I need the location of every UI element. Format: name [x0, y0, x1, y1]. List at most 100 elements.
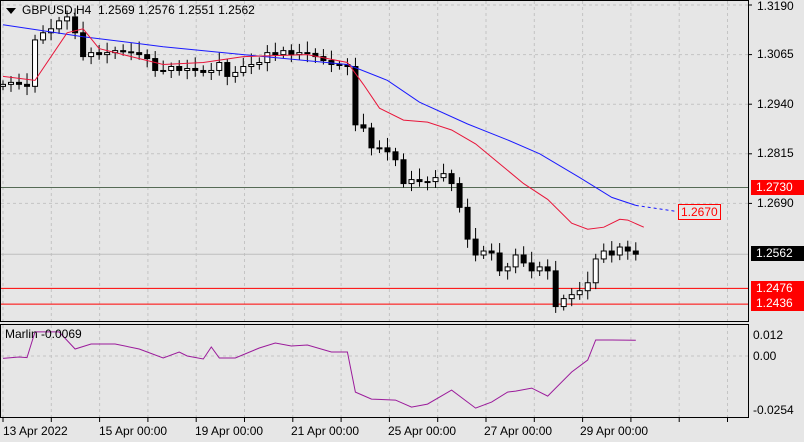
bull-candle: [216, 62, 223, 71]
bull-candle: [584, 282, 591, 292]
bull-candle: [336, 64, 343, 67]
bear-candle: [632, 250, 639, 255]
bull-candle: [576, 290, 583, 296]
symbol-label: GBPUSD,H4: [22, 3, 92, 17]
bear-candle: [224, 62, 231, 77]
bear-candle: [608, 250, 615, 256]
bear-candle: [272, 52, 279, 56]
bear-candle: [352, 66, 359, 126]
bull-candle: [184, 67, 191, 71]
bear-candle: [192, 67, 199, 71]
bull-candle: [424, 181, 431, 184]
dropdown-triangle-icon[interactable]: [6, 7, 16, 14]
bear-candle: [24, 83, 31, 87]
bull-candle: [8, 81, 15, 85]
bear-candle: [368, 127, 375, 149]
bull-candle: [280, 50, 287, 56]
indicator-pane-frame: [0, 324, 749, 418]
price-tick: 1.3065: [757, 47, 794, 61]
bear-candle: [96, 52, 103, 56]
bull-candle: [48, 28, 55, 34]
bull-candle: [40, 32, 47, 41]
time-tick: 15 Apr 00:00: [99, 424, 168, 438]
bear-candle: [392, 151, 399, 161]
bull-candle: [568, 294, 575, 300]
bull-candle: [56, 20, 63, 30]
support2-price-label: 1.2436: [751, 296, 804, 311]
price-tick: 1.2690: [757, 196, 794, 210]
bull-candle: [104, 52, 111, 56]
time-tick: 21 Apr 00:00: [291, 424, 360, 438]
time-tick: 29 Apr 00:00: [580, 424, 649, 438]
bull-candle: [512, 254, 519, 268]
bull-candle: [504, 266, 511, 272]
bear-candle: [488, 250, 495, 254]
indicator-tick: 0.00: [753, 349, 777, 363]
bull-candle: [160, 69, 167, 72]
bear-candle: [496, 252, 503, 272]
bear-candle: [144, 54, 151, 60]
bear-candle: [288, 50, 295, 56]
bear-candle: [176, 66, 183, 71]
bull-candle: [88, 52, 95, 58]
bull-candle: [248, 64, 255, 68]
bear-candle: [400, 159, 407, 185]
bear-candle: [384, 147, 391, 153]
bull-candle: [560, 298, 567, 308]
bear-candle: [472, 238, 479, 256]
bull-candle: [232, 71, 239, 77]
bear-candle: [120, 50, 127, 53]
indicator-tick: -0.0254: [753, 403, 794, 417]
indicator-tick: 0.012: [753, 328, 784, 342]
bear-candle: [16, 81, 23, 85]
bull-candle: [616, 246, 623, 256]
ma-target-label: 1.2670: [678, 204, 721, 220]
bull-candle: [0, 83, 6, 87]
bull-candle: [432, 177, 439, 183]
bear-candle: [456, 183, 463, 208]
main-pane-frame: [0, 0, 749, 322]
time-tick: 19 Apr 00:00: [195, 424, 264, 438]
bull-candle: [440, 173, 447, 179]
bear-candle: [528, 262, 535, 272]
bear-candle: [552, 270, 559, 308]
indicator-label: Marlin -0.0069: [5, 327, 82, 341]
support1-price-label: 1.2476: [751, 281, 804, 296]
bull-candle: [536, 266, 543, 272]
slow-ma-projection-line: [635, 204, 676, 212]
time-tick: 25 Apr 00:00: [388, 424, 457, 438]
bear-candle: [136, 52, 143, 56]
bear-candle: [80, 32, 87, 58]
bear-candle: [304, 52, 311, 55]
bear-candle: [200, 69, 207, 73]
marlin-indicator-line: [2, 331, 636, 409]
price-tick: 1.2940: [757, 97, 794, 111]
bull-candle: [600, 250, 607, 260]
bear-candle: [624, 246, 631, 252]
price-tick: 1.2815: [757, 146, 794, 160]
resistance-price-label: 1.2730: [751, 180, 804, 195]
bull-candle: [480, 250, 487, 256]
bull-candle: [240, 66, 247, 73]
bear-candle: [544, 266, 551, 272]
bear-candle: [448, 173, 455, 185]
bull-candle: [64, 16, 71, 22]
bear-candle: [464, 206, 471, 240]
bull-candle: [32, 39, 39, 87]
bull-candle: [208, 69, 215, 73]
bear-candle: [72, 16, 79, 34]
bear-candle: [128, 51, 135, 54]
time-tick: 13 Apr 2022: [3, 424, 68, 438]
bull-candle: [408, 179, 415, 185]
slow-moving-average-line: [2, 24, 636, 206]
bull-candle: [256, 62, 263, 66]
bull-candle: [168, 66, 175, 71]
bear-candle: [520, 254, 527, 264]
bear-candle: [360, 124, 367, 129]
bear-candle: [416, 179, 423, 183]
bull-candle: [264, 52, 271, 64]
bull-candle: [592, 258, 599, 284]
bull-candle: [376, 147, 383, 150]
bear-candle: [152, 58, 159, 71]
